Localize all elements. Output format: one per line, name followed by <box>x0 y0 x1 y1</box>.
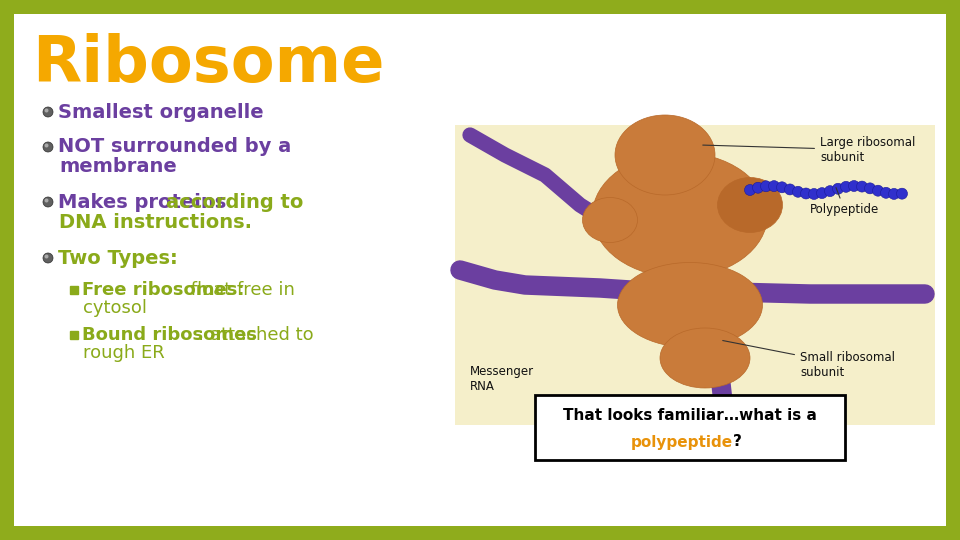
Circle shape <box>777 182 787 193</box>
Circle shape <box>745 185 756 195</box>
Text: Makes proteins: Makes proteins <box>58 192 233 212</box>
Circle shape <box>825 186 835 197</box>
Text: rough ER: rough ER <box>83 344 165 362</box>
Circle shape <box>43 197 53 207</box>
Bar <box>70 286 78 294</box>
Circle shape <box>801 188 811 199</box>
Circle shape <box>808 188 820 199</box>
Text: Large ribosomal
subunit: Large ribosomal subunit <box>703 136 916 164</box>
Text: Polypeptide: Polypeptide <box>810 187 879 217</box>
Ellipse shape <box>660 328 750 388</box>
Text: DNA instructions.: DNA instructions. <box>59 213 252 232</box>
Circle shape <box>880 187 892 198</box>
Text: according to: according to <box>166 192 303 212</box>
Circle shape <box>865 183 876 194</box>
Text: Messenger
RNA: Messenger RNA <box>470 365 534 393</box>
Text: Small ribosomal
subunit: Small ribosomal subunit <box>723 341 895 379</box>
Text: NOT surrounded by a: NOT surrounded by a <box>58 138 291 157</box>
Circle shape <box>817 187 828 199</box>
Circle shape <box>43 107 53 117</box>
Ellipse shape <box>583 198 637 242</box>
Circle shape <box>897 188 907 199</box>
Circle shape <box>44 144 49 147</box>
Text: cytosol: cytosol <box>83 299 147 317</box>
Text: Bound ribosomes: Bound ribosomes <box>82 326 257 344</box>
Text: membrane: membrane <box>59 158 177 177</box>
Circle shape <box>841 181 852 192</box>
Text: : attached to: : attached to <box>198 326 314 344</box>
Circle shape <box>889 188 900 199</box>
Bar <box>70 331 78 339</box>
Ellipse shape <box>617 262 762 348</box>
Text: polypeptide: polypeptide <box>631 435 733 449</box>
Circle shape <box>43 142 53 152</box>
Circle shape <box>793 186 804 197</box>
Circle shape <box>832 183 844 194</box>
Text: float free in: float free in <box>185 281 295 299</box>
Circle shape <box>44 254 49 259</box>
Circle shape <box>44 109 49 112</box>
Ellipse shape <box>717 178 782 233</box>
Circle shape <box>43 253 53 263</box>
Circle shape <box>753 182 763 193</box>
Text: That looks familiar…what is a: That looks familiar…what is a <box>564 408 817 422</box>
Circle shape <box>784 184 796 195</box>
Ellipse shape <box>592 152 767 278</box>
Text: Ribosome: Ribosome <box>32 33 385 95</box>
Circle shape <box>760 181 772 192</box>
Circle shape <box>873 185 883 196</box>
Circle shape <box>769 180 780 192</box>
Circle shape <box>44 199 49 202</box>
FancyBboxPatch shape <box>455 125 935 425</box>
Text: ?: ? <box>732 435 741 449</box>
Text: Smallest organelle: Smallest organelle <box>58 103 264 122</box>
Text: Free ribosomes:: Free ribosomes: <box>82 281 245 299</box>
Ellipse shape <box>615 115 715 195</box>
Circle shape <box>849 180 859 192</box>
Circle shape <box>856 181 868 192</box>
FancyBboxPatch shape <box>14 14 946 526</box>
FancyBboxPatch shape <box>535 395 845 460</box>
Text: Two Types:: Two Types: <box>58 248 178 267</box>
